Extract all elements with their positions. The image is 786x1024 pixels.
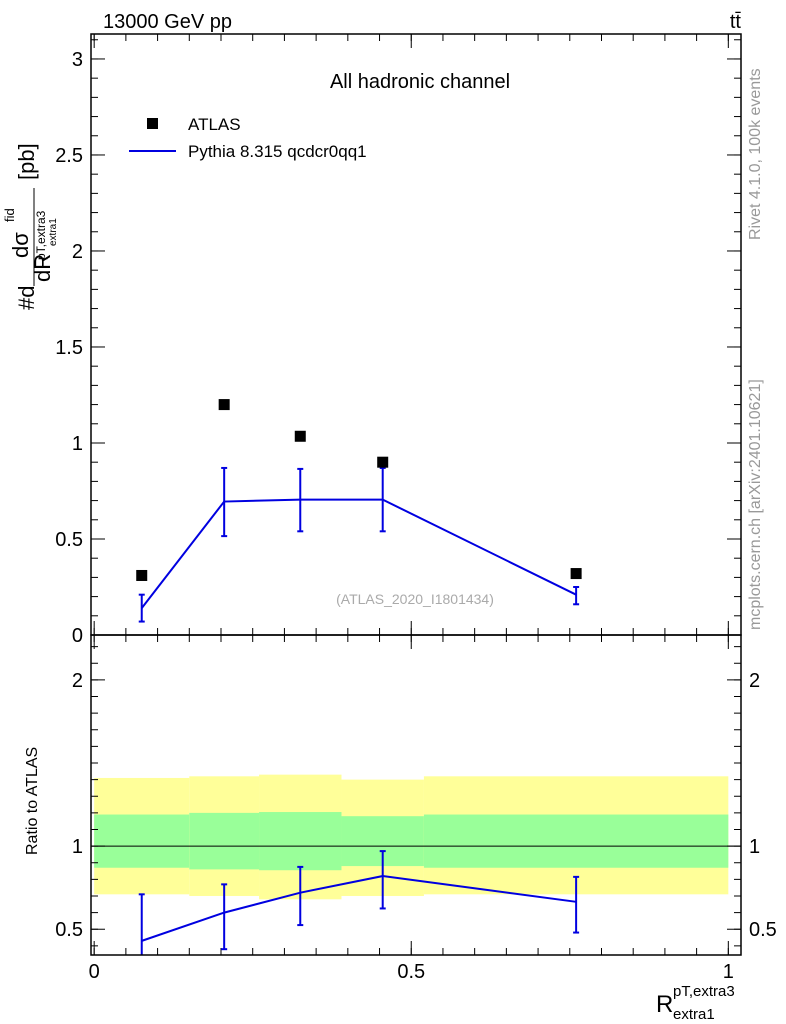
main-title: All hadronic channel xyxy=(330,71,510,93)
ratio-ticks xyxy=(91,635,741,955)
xlabel-sup: pT,extra3 xyxy=(673,983,735,1000)
ylabel-prefix: #d xyxy=(14,286,39,310)
mc-series xyxy=(138,466,580,623)
main-y-tick-label: 2.5 xyxy=(55,145,83,167)
ratio-y-tick-label-right: 0.5 xyxy=(749,919,777,941)
ratio-y-tick-labels: 0.5 0.5 1 1 2 2 xyxy=(55,670,777,941)
ratio-band-inner xyxy=(423,814,729,868)
x-tick-label: 1 xyxy=(723,961,734,983)
atlas-data-point xyxy=(294,430,306,442)
main-y-tick-label: 0 xyxy=(72,625,83,647)
atlas-series xyxy=(136,399,582,581)
main-annotation: (ATLAS_2020_I1801434) xyxy=(336,591,494,607)
energy-label: 13000 GeV pp xyxy=(103,11,232,33)
main-panel: 0 0.5 1 1.5 2 2.5 3 All hadronic channel ATLAS… xyxy=(2,33,742,647)
atlas-data-point xyxy=(377,456,389,468)
legend-atlas-label: ATLAS xyxy=(188,115,241,134)
ratio-y-axis-label: Ratio to ATLAS xyxy=(24,747,41,855)
main-y-tick-label: 1.5 xyxy=(55,337,83,359)
xlabel-sub: extra1 xyxy=(673,1006,715,1023)
ratio-band-inner xyxy=(94,814,190,868)
x-tick-labels: 0 0.5 1 xyxy=(89,961,734,983)
x-tick-label: 0 xyxy=(89,961,100,983)
ylabel-denom-sub: extra1 xyxy=(48,218,59,246)
ratio-band-inner xyxy=(189,812,260,870)
ratio-frame xyxy=(90,634,742,956)
ratio-bands xyxy=(94,774,729,900)
main-y-tick-label: 1 xyxy=(72,433,83,455)
main-y-tick-labels: 0 0.5 1 1.5 2 2.5 3 xyxy=(55,49,83,647)
xlabel-main: R xyxy=(656,991,673,1018)
ylabel-denom: dR xyxy=(30,254,55,282)
legend-mc-label: Pythia 8.315 qcdcr0qq1 xyxy=(188,142,367,161)
rivet-label: Rivet 4.1.0, 100k events xyxy=(747,68,764,240)
ratio-y-tick-label-right: 1 xyxy=(749,836,760,858)
ratio-band-inner xyxy=(259,812,342,871)
main-y-tick-label: 2 xyxy=(72,241,83,263)
ratio-y-tick-label: 0.5 xyxy=(55,919,83,941)
ylabel-numer-sup: fid xyxy=(2,208,17,222)
main-y-tick-label: 3 xyxy=(72,49,83,71)
ratio-y-tick-label-right: 2 xyxy=(749,670,760,692)
atlas-data-point xyxy=(570,568,582,580)
main-ticks xyxy=(91,34,741,636)
ylabel-numer: dσ xyxy=(8,232,33,258)
x-tick-label: 0.5 xyxy=(397,961,425,983)
ratio-mc-series xyxy=(138,850,580,955)
legend: ATLAS Pythia 8.315 qcdcr0qq1 xyxy=(129,115,367,161)
main-y-axis-label: #d dσ fid pT,extra3 dR extra1 [pb] xyxy=(2,143,59,310)
main-y-tick-label: 0.5 xyxy=(55,529,83,551)
process-label: tt̄ xyxy=(730,11,742,33)
x-axis-label: R pT,extra3 extra1 xyxy=(656,983,735,1023)
mcplots-label: mcplots.cern.ch [arXiv:2401.10621] xyxy=(747,379,764,630)
ratio-y-tick-label: 1 xyxy=(72,836,83,858)
legend-atlas-marker xyxy=(147,118,158,129)
atlas-data-point xyxy=(136,569,148,581)
ylabel-unit: [pb] xyxy=(14,143,39,180)
ratio-panel: 0.5 0.51 12 2 0 0.5 1 Ratio to ATLAS R pT,ext… xyxy=(24,634,777,1023)
atlas-data-point xyxy=(218,399,230,411)
ratio-y-tick-label: 2 xyxy=(72,670,83,692)
ylabel-sub-small: pT,extra3 xyxy=(34,210,48,260)
